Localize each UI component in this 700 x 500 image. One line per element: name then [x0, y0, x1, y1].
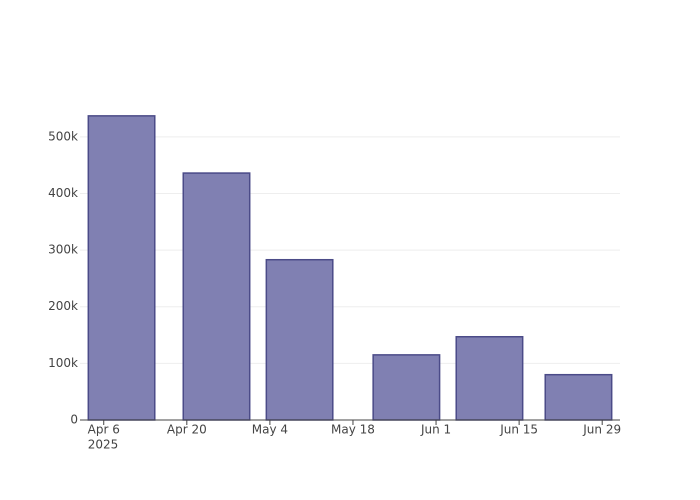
y-tick-label: 500k — [48, 129, 78, 143]
x-tick-label: Jun 29 — [582, 423, 621, 437]
y-tick-label: 100k — [48, 356, 78, 370]
bar — [182, 172, 251, 421]
bar — [87, 115, 156, 421]
y-tick-label: 300k — [48, 243, 78, 257]
x-tick-label: May 4 — [252, 423, 288, 437]
bar — [265, 258, 334, 421]
x-year-label: 2025 — [88, 438, 119, 452]
y-tick-label: 200k — [48, 299, 78, 313]
x-tick-label: May 18 — [331, 423, 375, 437]
y-tick-label: 0 — [70, 413, 78, 427]
x-tick-label: Apr 20 — [167, 423, 207, 437]
bar — [455, 335, 524, 421]
bar — [544, 373, 613, 421]
bar — [372, 354, 441, 421]
x-tick-label: Jun 15 — [499, 423, 538, 437]
x-tick-label: Apr 6 — [88, 423, 120, 437]
y-tick-label: 400k — [48, 186, 78, 200]
x-tick-label: Jun 1 — [420, 423, 451, 437]
